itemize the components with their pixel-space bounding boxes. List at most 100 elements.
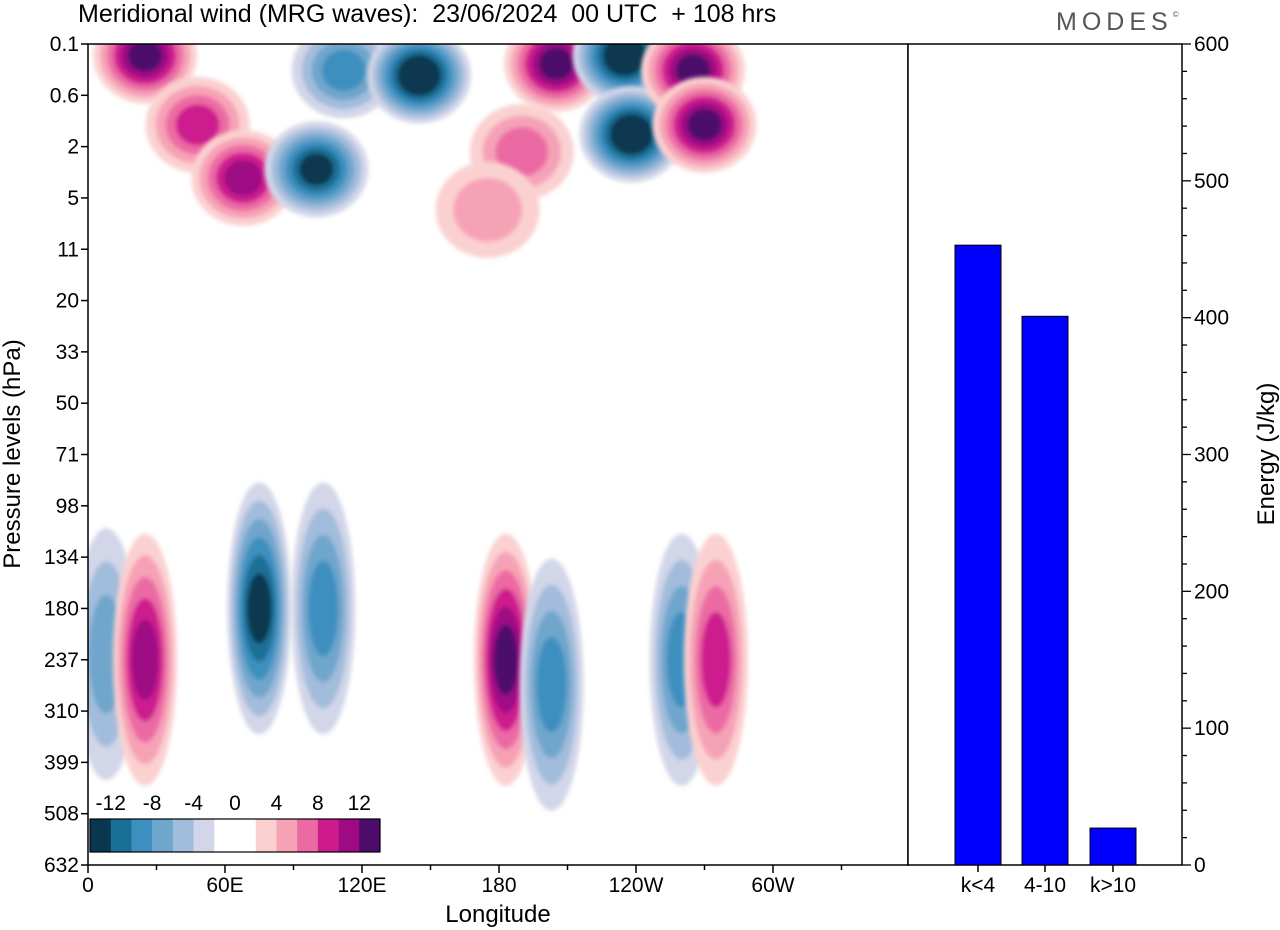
colorbar-cell [359, 819, 381, 852]
energy-axis-title: Energy (J/kg) [1253, 383, 1280, 526]
colorbar-label: -12 [96, 792, 126, 815]
colorbar: -12 -8 -4 0 4 8 12 [89, 792, 381, 853]
energy-axis: 0 100 200 300 400 500 600 [1182, 33, 1229, 877]
wind-anomaly-20 [683, 533, 748, 786]
pressure-tick-label: 508 [44, 803, 79, 826]
longitude-axis: 0 60E 120E 180 120W 60W [82, 865, 843, 897]
contour-level [175, 104, 220, 146]
contour-level [299, 153, 334, 186]
pressure-tick-label: 20 [56, 290, 79, 313]
colorbar-label: 4 [271, 792, 283, 815]
contour-level [700, 612, 731, 708]
colorbar-frame [89, 818, 381, 853]
energy-bars [954, 244, 1137, 866]
colorbar-label: 12 [348, 792, 371, 815]
pressure-tick-label: 134 [44, 546, 79, 569]
contour-level [246, 573, 272, 644]
wind-anomaly-2 [191, 129, 296, 226]
pressure-tick-label: 399 [44, 751, 79, 774]
colorbar-label: 8 [312, 792, 324, 815]
chart-title: Meridional wind (MRG waves): 23/06/2024 … [78, 0, 777, 28]
pressure-tick-label: 5 [67, 187, 79, 210]
colorbar-labels: -12 -8 -4 0 4 8 12 [96, 792, 371, 815]
energy-tick-label: 400 [1194, 307, 1229, 330]
longitude-tick-label: 0 [82, 874, 94, 897]
energy-tick-label: 300 [1194, 444, 1229, 467]
contour-level [403, 60, 435, 91]
energy-bar-k<4 [954, 244, 1002, 866]
colorbar-label: -8 [143, 792, 162, 815]
modes-logo: MODES© [1056, 8, 1179, 37]
colorbar-cell [276, 819, 298, 852]
category-label: k>10 [1090, 874, 1136, 897]
wind-anomaly-5 [367, 44, 472, 124]
colorbar-cell [297, 819, 319, 852]
pressure-tick-label: 71 [56, 444, 79, 467]
colorbar-cell [255, 819, 277, 852]
pressure-tick-label: 180 [44, 597, 79, 620]
pressure-tick-label: 98 [56, 495, 79, 518]
longitude-tick-label: 120E [337, 874, 386, 897]
pressure-tick-label: 2 [67, 136, 79, 159]
energy-bar-k>10 [1089, 827, 1137, 866]
wind-anomaly-3 [264, 121, 369, 218]
wind-anomaly-10 [652, 76, 757, 173]
pressure-axis: 0.1 0.6 2 5 11 20 33 50 71 98 134 180 237 310 399 508 63… [44, 33, 88, 877]
contour-level [495, 127, 549, 177]
pressure-tick-label: 0.1 [50, 33, 79, 56]
longitude-tick-label: 180 [481, 874, 516, 897]
contour-level [493, 624, 519, 695]
energy-bar-4-10 [1021, 315, 1069, 866]
colorbar-cell [131, 819, 153, 852]
energy-tick-label: 600 [1194, 33, 1229, 56]
contour-level [538, 47, 574, 81]
category-label: k<4 [961, 874, 996, 897]
energy-bar-panel: 0 100 200 300 400 500 600 k<4 4-10 k>10 [907, 33, 1229, 897]
energy-tick-label: 200 [1194, 580, 1229, 603]
colorbar-cell [317, 819, 339, 852]
energy-categories: k<4 4-10 k>10 [961, 865, 1136, 897]
contour-level [536, 636, 567, 733]
logo-text: MODES [1056, 8, 1173, 36]
wind-anomaly-18 [519, 558, 584, 811]
wind-anomaly-16 [291, 482, 356, 735]
energy-tick-label: 100 [1194, 717, 1229, 740]
colorbar-label: -4 [184, 792, 203, 815]
pressure-tick-label: 237 [44, 649, 79, 672]
category-label: 4-10 [1024, 874, 1066, 897]
contour-level [321, 49, 366, 91]
colorbar-cell [110, 819, 132, 852]
contour-level [453, 177, 522, 242]
colorbar-label: 0 [229, 792, 241, 815]
contour-level [224, 159, 263, 196]
wind-anomaly-14 [113, 533, 178, 786]
energy-tick-label: 0 [1194, 854, 1206, 877]
wind-anomaly-11 [469, 103, 574, 200]
colorbar-cell [214, 819, 236, 852]
colorbar-cells [90, 819, 381, 852]
contour-field [88, 44, 757, 811]
wind-anomaly-15 [227, 482, 292, 735]
pressure-tick-label: 632 [44, 854, 79, 877]
contour-level [608, 44, 641, 71]
wind-anomaly-4 [291, 44, 396, 119]
contour-level [687, 108, 722, 142]
pressure-tick-label: 310 [44, 700, 79, 723]
longitude-tick-label: 60E [206, 874, 243, 897]
colorbar-cell [172, 819, 194, 852]
pressure-tick-label: 50 [56, 392, 79, 415]
colorbar-cell [338, 819, 360, 852]
contour-level [615, 119, 648, 150]
contour-plot [87, 43, 909, 866]
contour-level [308, 560, 339, 657]
pressure-tick-label: 11 [57, 238, 79, 261]
colorbar-cell [152, 819, 174, 852]
longitude-tick-label: 120W [609, 874, 664, 897]
wind-anomaly-17 [473, 533, 538, 786]
longitude-axis-title: Longitude [445, 901, 550, 928]
colorbar-cell [235, 819, 257, 852]
contour-level [127, 44, 163, 72]
longitude-tick-label: 60W [751, 874, 794, 897]
pressure-tick-label: 0.6 [50, 84, 79, 107]
